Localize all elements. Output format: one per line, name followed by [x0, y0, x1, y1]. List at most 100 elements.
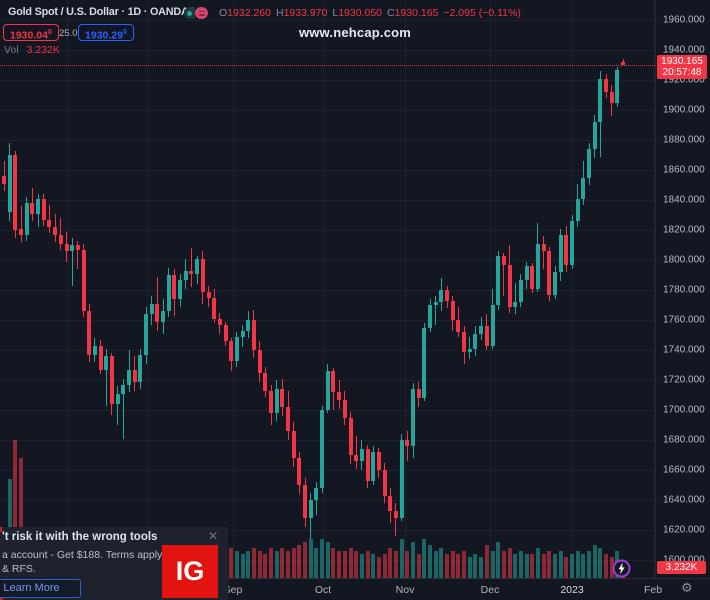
candle-body	[405, 440, 410, 446]
close-icon[interactable]: ✕	[208, 529, 219, 543]
candle-wick	[503, 252, 505, 296]
candle-wick	[469, 336, 471, 359]
price-tick-label: 1900.000	[663, 104, 705, 116]
candle-wick	[77, 240, 79, 269]
candle-body	[206, 291, 211, 298]
volume-bar	[13, 440, 18, 578]
volume-bar	[609, 557, 614, 578]
price-axis-border	[655, 0, 656, 578]
candle-body	[382, 470, 387, 496]
volume-bar	[592, 545, 597, 578]
gridline-vertical	[147, 0, 148, 578]
candle-body	[535, 243, 540, 289]
gear-icon[interactable]: ⚙	[681, 581, 693, 596]
time-tick-label: Oct	[314, 584, 332, 596]
candle-body	[30, 203, 35, 214]
candle-body	[354, 455, 359, 461]
candle-body	[553, 272, 557, 295]
volume-bar	[587, 551, 591, 578]
candle-body	[496, 255, 501, 305]
candle-body	[314, 488, 319, 500]
candle-body	[615, 69, 620, 103]
candle-wick	[71, 237, 73, 286]
candle-body	[604, 78, 609, 92]
ad-body-text: a account - Get $188. Terms apply. See o…	[2, 549, 205, 561]
time-axis[interactable]: Sep Oct Nov Dec 2023 Feb	[0, 579, 710, 600]
candle-body	[286, 407, 290, 431]
volume-bar	[422, 539, 427, 578]
high-value: 1933.970	[283, 7, 328, 19]
candle-wick	[20, 206, 22, 242]
candle-body	[217, 318, 222, 325]
volume-bar	[530, 554, 535, 578]
candle-body	[376, 452, 381, 470]
candle-body	[558, 234, 563, 272]
watermark: www.nehcap.com	[298, 25, 412, 40]
candle-wick	[60, 218, 62, 250]
learn-more-button[interactable]: Learn More	[0, 579, 81, 598]
volume-bar	[581, 554, 586, 578]
candle-body	[320, 410, 325, 488]
gridline-vertical	[67, 0, 68, 578]
volume-bar	[450, 551, 455, 578]
volume-bar	[291, 548, 296, 578]
price-tick-label: 1620.000	[663, 524, 705, 536]
candle-body	[274, 389, 279, 413]
volume-bar	[518, 551, 523, 578]
candle-body	[127, 369, 131, 385]
candle-wick	[105, 348, 107, 406]
symbol-title[interactable]: Gold Spot / U.S. Dollar · 1D · OANDA	[8, 6, 189, 18]
volume-bar	[604, 554, 609, 578]
candle-body	[518, 279, 523, 302]
time-tick-label: Dec	[480, 584, 500, 596]
candle-body	[342, 399, 347, 418]
candle-body	[144, 314, 148, 355]
gridline-horizontal	[0, 200, 655, 201]
candle-body	[325, 371, 330, 410]
volume-bar	[354, 551, 359, 578]
ad-title: 't risk it with the wrong tools	[2, 531, 158, 543]
volume-bar	[263, 554, 268, 578]
candle-body	[246, 320, 251, 331]
ig-logo[interactable]: IG	[162, 545, 218, 598]
candle-body	[36, 198, 41, 214]
lightning-icon[interactable]	[612, 559, 631, 578]
candle-body	[2, 176, 6, 184]
candle-body	[195, 258, 200, 274]
current-price-value: 1930.165	[661, 56, 703, 67]
candle-body	[490, 305, 495, 346]
candle-body	[524, 266, 529, 280]
candle-body	[115, 393, 120, 404]
candle-wick	[514, 282, 516, 314]
candle-body	[257, 350, 262, 373]
volume-bar	[376, 557, 381, 578]
candle-body	[530, 266, 535, 289]
volume-bar	[507, 548, 512, 578]
sell-button[interactable]: 1930.040	[3, 24, 59, 42]
buy-button[interactable]: 1930.290	[78, 24, 134, 42]
candle-body	[47, 219, 52, 227]
price-tick-label: 1780.000	[663, 284, 705, 296]
price-tick-label: 1720.000	[663, 374, 705, 386]
ad-banner[interactable]: 't risk it with the wrong tools a accoun…	[0, 527, 228, 600]
volume-readout: Vol 3.232K	[4, 44, 60, 56]
candle-body	[229, 341, 234, 361]
trading-toggle[interactable]	[184, 7, 208, 19]
volume-bar	[473, 554, 478, 578]
candle-wick	[190, 248, 192, 287]
volume-bar	[575, 551, 580, 578]
time-tick-label: Sep	[223, 584, 243, 596]
change-value: −2.095 (−0.11%)	[443, 7, 521, 19]
candle-body	[109, 356, 114, 404]
gridline-vertical	[323, 0, 324, 578]
gridline-horizontal	[0, 530, 655, 531]
candle-body	[501, 255, 506, 265]
candle-body	[172, 275, 177, 299]
volume-bar	[484, 545, 489, 578]
candle-body	[621, 61, 626, 65]
candle-body	[303, 485, 307, 518]
candle-body	[297, 458, 302, 485]
price-tick-label: 1840.000	[663, 194, 705, 206]
gridline-horizontal	[0, 500, 655, 501]
